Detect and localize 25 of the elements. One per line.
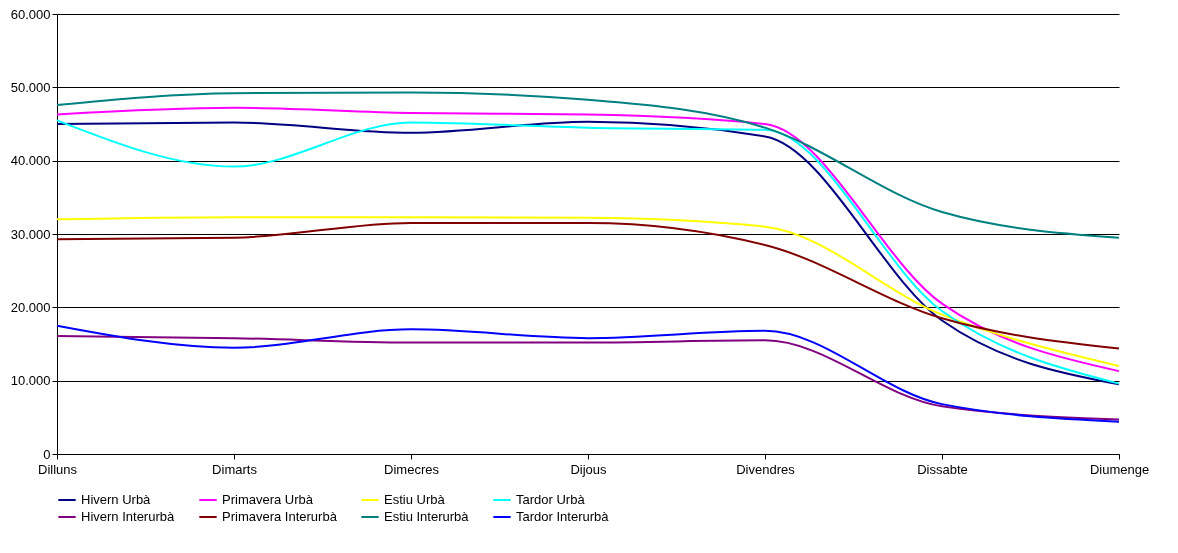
legend-label: Estiu Urbà: [384, 492, 446, 507]
x-tick-label: Divendres: [736, 461, 796, 477]
x-tick-label: Diumenge: [1089, 461, 1150, 477]
line-series: [56, 91, 1120, 239]
line-series: [56, 222, 1120, 350]
legend-label: Hivern Interurbà: [81, 509, 175, 524]
legend-label: Tardor Interurbà: [516, 509, 610, 524]
y-tick-label: 40.000: [10, 153, 51, 169]
x-tick-label: Dissabte: [917, 461, 968, 477]
line-series: [56, 216, 1120, 367]
x-tick-label: Dimecres: [384, 461, 440, 477]
x-tick-label: Dilluns: [37, 461, 78, 477]
legend-label: Primavera Urbà: [222, 492, 314, 507]
x-tick-label: Dimarts: [212, 461, 258, 477]
legend-label: Primavera Interurbà: [222, 509, 338, 524]
legend-label: Hivern Urbà: [81, 492, 152, 507]
legend-label: Tardor Urbà: [516, 492, 586, 507]
y-tick-label: 30.000: [10, 226, 51, 242]
x-tick-label: Dijous: [570, 461, 608, 477]
y-tick-label: 20.000: [10, 299, 51, 315]
y-tick-label: 10.000: [10, 373, 51, 389]
legend-label: Estiu Interurbà: [384, 509, 470, 524]
y-tick-label: 0: [43, 446, 51, 462]
y-tick-label: 50.000: [10, 79, 51, 95]
y-tick-label: 60.000: [10, 6, 51, 22]
